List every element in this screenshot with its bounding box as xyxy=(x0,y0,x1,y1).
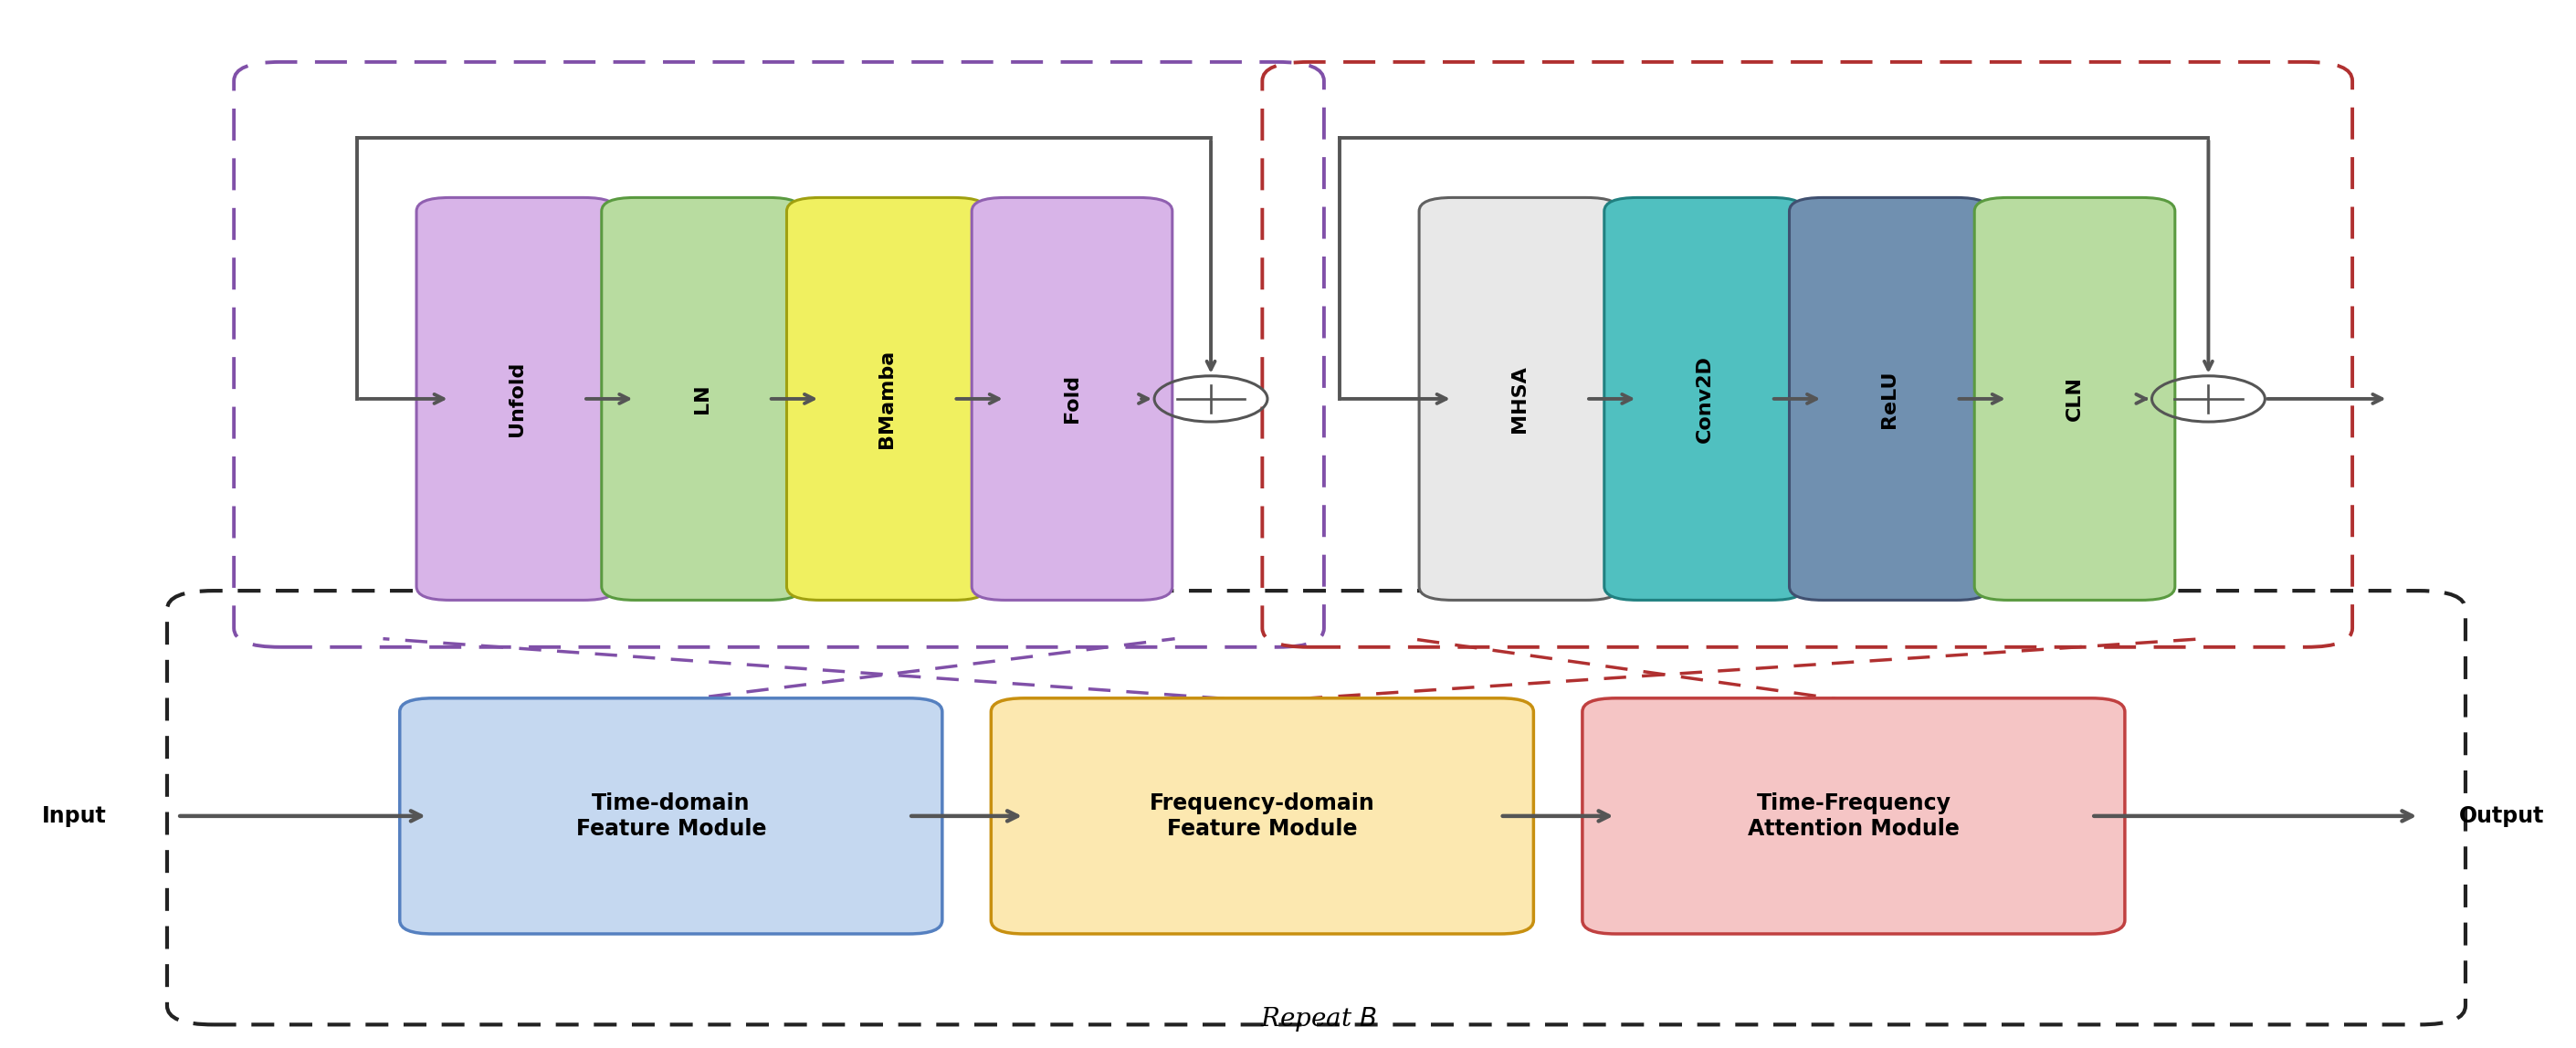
FancyBboxPatch shape xyxy=(786,198,987,601)
FancyBboxPatch shape xyxy=(1419,198,1620,601)
FancyBboxPatch shape xyxy=(992,698,1533,934)
FancyBboxPatch shape xyxy=(1790,198,1989,601)
Text: ReLU: ReLU xyxy=(1880,370,1899,428)
Text: Repeat $B$: Repeat $B$ xyxy=(1260,1005,1378,1033)
Text: BMamba: BMamba xyxy=(878,349,896,449)
Text: Conv2D: Conv2D xyxy=(1695,355,1713,442)
Text: Time-domain
Feature Module: Time-domain Feature Module xyxy=(577,792,765,839)
Text: Frequency-domain
Feature Module: Frequency-domain Feature Module xyxy=(1149,792,1376,839)
FancyBboxPatch shape xyxy=(603,198,801,601)
Text: LN: LN xyxy=(693,384,711,414)
FancyBboxPatch shape xyxy=(1605,198,1806,601)
Text: MHSA: MHSA xyxy=(1510,365,1528,433)
Text: Time-Frequency
Attention Module: Time-Frequency Attention Module xyxy=(1747,792,1960,839)
Text: Input: Input xyxy=(41,805,106,827)
FancyBboxPatch shape xyxy=(1582,698,2125,934)
Text: Unfold: Unfold xyxy=(507,362,526,436)
FancyBboxPatch shape xyxy=(417,198,618,601)
FancyBboxPatch shape xyxy=(971,198,1172,601)
FancyBboxPatch shape xyxy=(1973,198,2174,601)
Text: CLN: CLN xyxy=(2066,376,2084,421)
Text: Output: Output xyxy=(2460,805,2545,827)
Text: Fold: Fold xyxy=(1064,374,1082,423)
FancyBboxPatch shape xyxy=(399,698,943,934)
